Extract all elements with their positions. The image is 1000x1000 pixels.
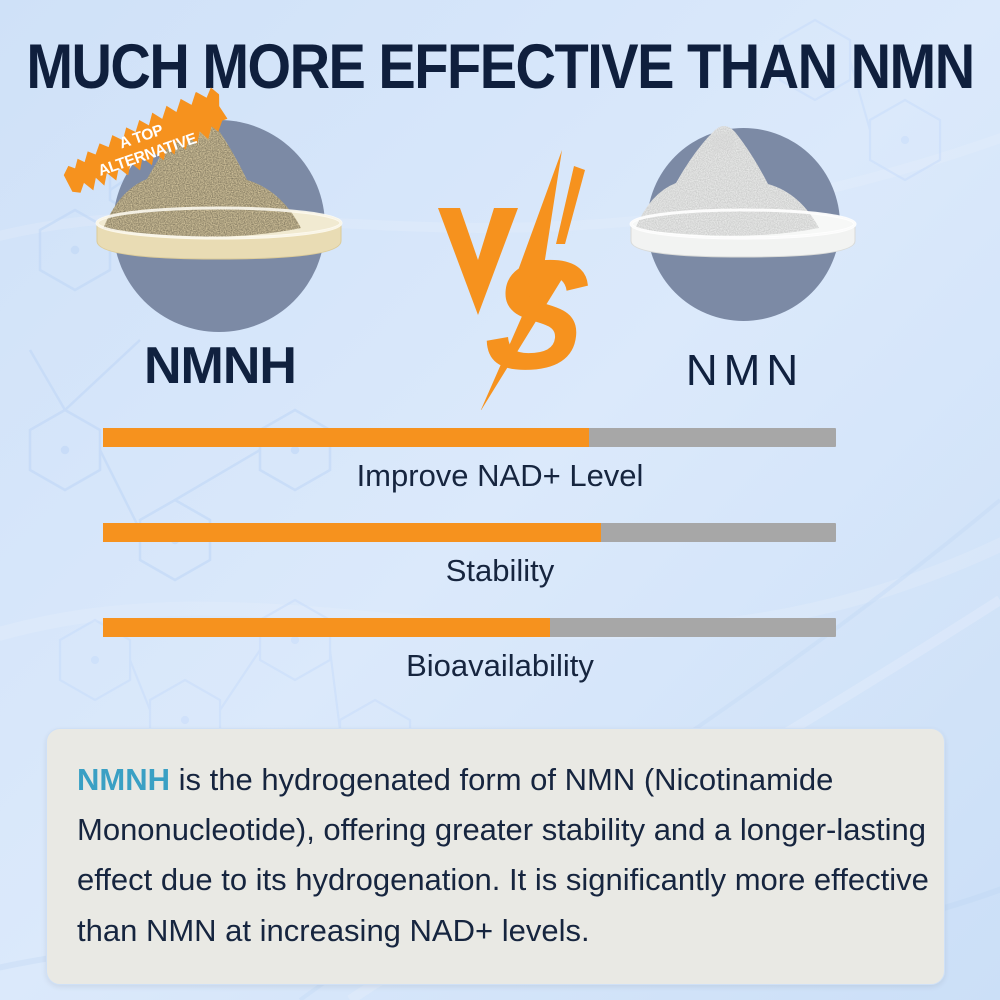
svg-text:S: S bbox=[479, 229, 596, 403]
